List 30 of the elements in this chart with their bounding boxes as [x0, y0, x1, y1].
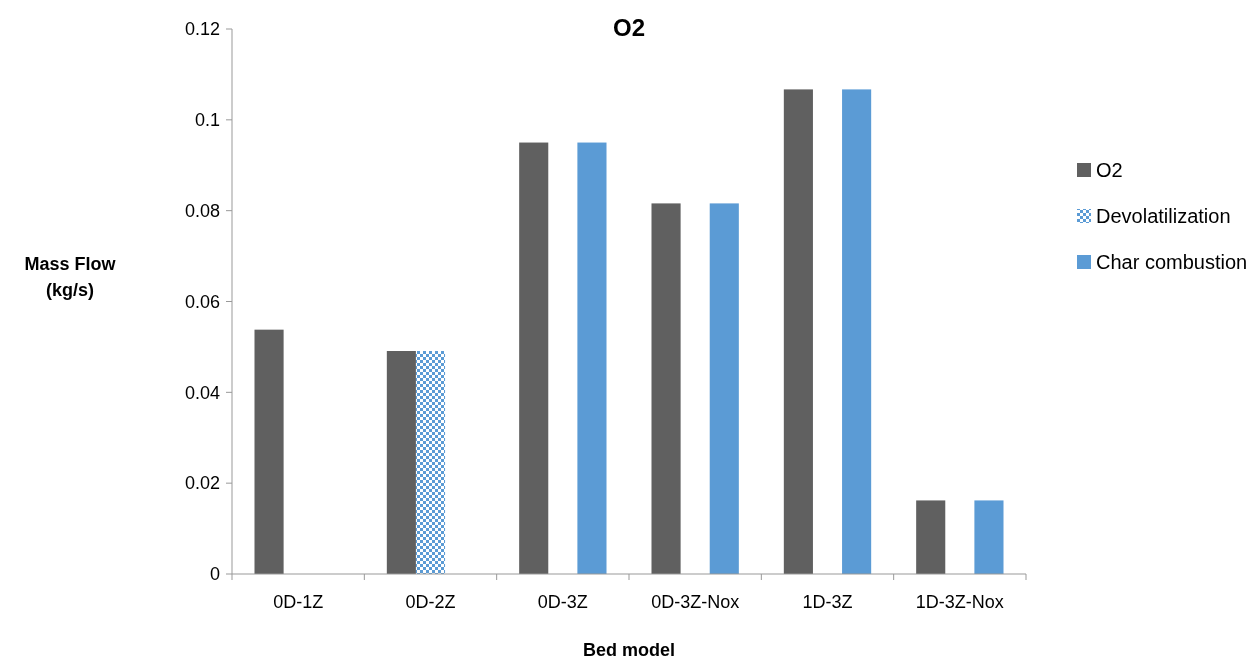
bar — [916, 500, 946, 574]
y-tick-label: 0.02 — [184, 473, 220, 494]
bar — [709, 203, 739, 574]
bar — [254, 329, 284, 574]
x-tick-label: 0D-3Z — [537, 592, 588, 612]
bar — [974, 500, 1004, 574]
x-tick-label: 1D-3Z — [802, 592, 853, 612]
legend-label: O2 — [1096, 159, 1123, 181]
x-tick-label: 0D-1Z — [273, 592, 324, 612]
bar — [415, 351, 446, 574]
bar — [651, 203, 681, 574]
bar — [519, 142, 549, 574]
x-tick-label: 1D-3Z-Nox — [915, 592, 1004, 612]
x-axis-title: Bed model — [582, 640, 676, 660]
y-tick-label: 0.12 — [184, 19, 220, 40]
legend-label: Devolatilization — [1096, 205, 1231, 227]
y-tick-label: 0.04 — [184, 382, 220, 403]
bar — [386, 351, 416, 574]
y-tick-label: 0 — [209, 564, 220, 585]
legend-label: Char combustion — [1096, 251, 1248, 273]
bar — [577, 142, 607, 574]
y-tick-label: 0.1 — [194, 110, 220, 131]
x-tick-label: 0D-2Z — [405, 592, 456, 612]
bar — [842, 89, 872, 574]
x-tick-label: 0D-3Z-Nox — [651, 592, 740, 612]
y-tick-label: 0.06 — [184, 291, 220, 312]
chart-title: O2 — [612, 14, 646, 41]
y-axis-title: Mass Flow (kg/s) — [24, 254, 117, 300]
bar — [783, 89, 813, 574]
y-tick-label: 0.08 — [184, 200, 220, 221]
